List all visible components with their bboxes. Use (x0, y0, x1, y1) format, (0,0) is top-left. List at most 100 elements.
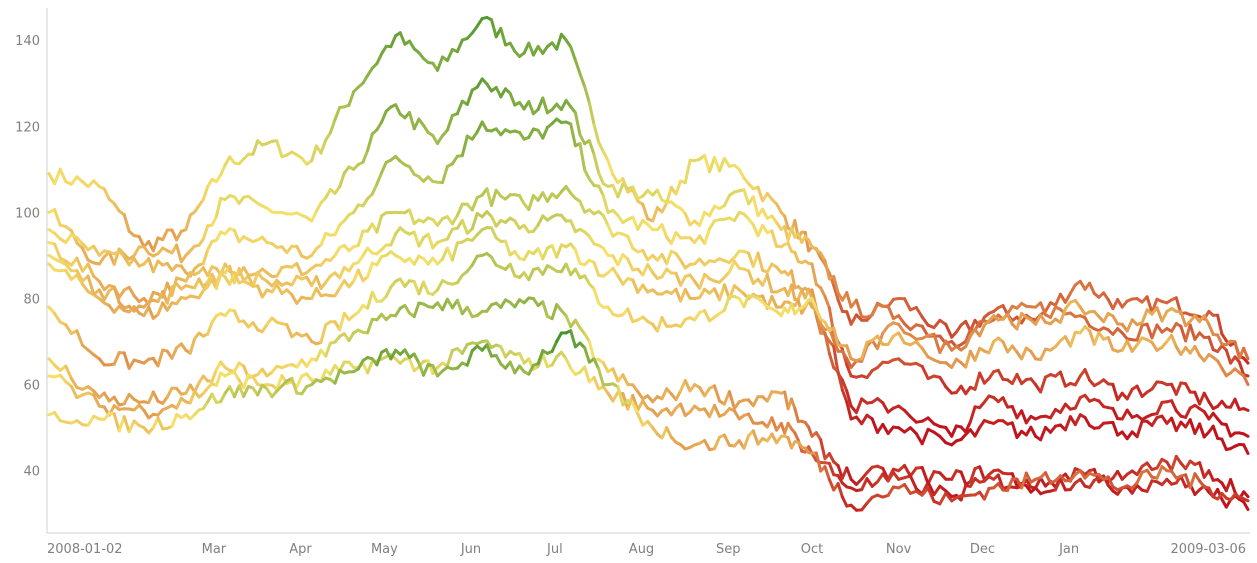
series-1-segment (455, 38, 464, 54)
series-10-segment (665, 426, 673, 439)
series-2-segment (1184, 323, 1192, 343)
series-2-segment (210, 215, 218, 227)
series-6-segment (978, 323, 986, 338)
series-2-segment (592, 152, 601, 175)
series-7-segment (1020, 346, 1028, 361)
series-7-segment (1193, 344, 1202, 357)
series-7-segment (814, 307, 823, 321)
series-8-segment (790, 397, 797, 411)
series-4-segment (408, 208, 416, 226)
series-5-segment (412, 230, 421, 248)
series-6-segment (504, 239, 512, 257)
series-9-segment (679, 402, 687, 418)
series-8 (47, 296, 1250, 501)
series-8-segment (611, 367, 620, 383)
series-8-segment (324, 341, 332, 358)
series-4-segment (1001, 396, 1010, 409)
series-10-segment (431, 364, 439, 378)
series-7-segment (156, 348, 165, 368)
series-10-segment (242, 384, 250, 398)
series-1-segment (573, 58, 582, 76)
series-7-segment (860, 340, 869, 361)
series-5-segment (1073, 413, 1082, 427)
series-1-segment (944, 322, 954, 339)
series-1-segment (102, 187, 111, 201)
series-8-segment (455, 298, 464, 316)
series-4-segment (527, 194, 535, 211)
series-3-segment (1083, 368, 1092, 382)
series-10-segment (840, 495, 849, 508)
series-3-segment (770, 229, 779, 248)
series-4-segment (1170, 399, 1178, 413)
series-1-segment (161, 228, 169, 242)
series-1-segment (578, 72, 587, 89)
series-1-segment (611, 173, 620, 185)
x-tick-label: May (371, 542, 398, 557)
series-2-segment (1188, 323, 1197, 341)
series-10-segment (375, 350, 384, 367)
series-1-segment (1068, 283, 1077, 295)
series-10-segment (465, 349, 474, 367)
series-8-segment (601, 361, 610, 374)
series-3-segment (1184, 382, 1192, 394)
series-4-segment (641, 248, 650, 262)
series-5-segment (460, 218, 469, 235)
series-9-segment (550, 355, 559, 367)
series-5-segment (814, 314, 823, 335)
series-4-segment (356, 229, 365, 247)
series-3-segment (201, 248, 210, 266)
series-2-segment (1039, 301, 1047, 317)
series-7-segment (470, 254, 479, 267)
series-3-segment (583, 168, 591, 181)
series-7-segment (886, 334, 895, 346)
series-1-segment (69, 175, 79, 186)
series-5-segment (1242, 443, 1250, 455)
series-10-segment (569, 329, 577, 349)
series-8-segment (541, 300, 549, 318)
series-10-segment (1207, 486, 1215, 499)
series-8-segment (713, 384, 721, 403)
series-2-segment (761, 207, 769, 220)
series-5-segment (251, 271, 260, 288)
series-1-segment (703, 153, 711, 174)
series-8-segment (1198, 461, 1206, 479)
series-6-segment (275, 283, 284, 296)
series-10-segment (494, 354, 503, 366)
series-3-segment (527, 127, 535, 139)
series-7-segment (703, 309, 711, 323)
series-10-segment (1106, 475, 1115, 489)
series-7-segment (1001, 340, 1010, 354)
series-10-segment (903, 483, 912, 495)
series-6-segment (1102, 311, 1110, 324)
series-8-segment (674, 389, 683, 402)
series-7-segment (823, 320, 831, 333)
series-9-segment (214, 371, 223, 387)
series-4-segment (470, 196, 479, 212)
series-4-segment (206, 265, 214, 278)
series-5-segment (836, 370, 844, 392)
series-7-segment (319, 323, 328, 344)
series-3-segment (1198, 391, 1206, 406)
series-1-segment (914, 306, 924, 319)
series-10-segment (555, 331, 563, 343)
y-tick-label: 140 (15, 34, 40, 49)
series-9-segment (865, 477, 874, 488)
series-1-segment (408, 39, 416, 51)
series-5-segment (1083, 415, 1092, 427)
series-5-segment (470, 211, 479, 231)
series-1-segment (219, 163, 227, 177)
series-8-segment (412, 301, 421, 319)
series-8-segment (112, 395, 121, 407)
series-8-segment (950, 469, 958, 481)
series-8-segment (122, 392, 131, 406)
series-1-segment (389, 34, 398, 49)
series-6-segment (1242, 346, 1250, 361)
series-3-segment (823, 295, 831, 310)
series-7-segment (742, 294, 751, 309)
series-5-segment (1039, 425, 1047, 442)
series-8-segment (305, 357, 314, 368)
series-1-segment (375, 52, 384, 66)
series-8-segment (165, 386, 174, 399)
series-4-segment (86, 262, 96, 278)
series-2-segment (870, 302, 879, 317)
